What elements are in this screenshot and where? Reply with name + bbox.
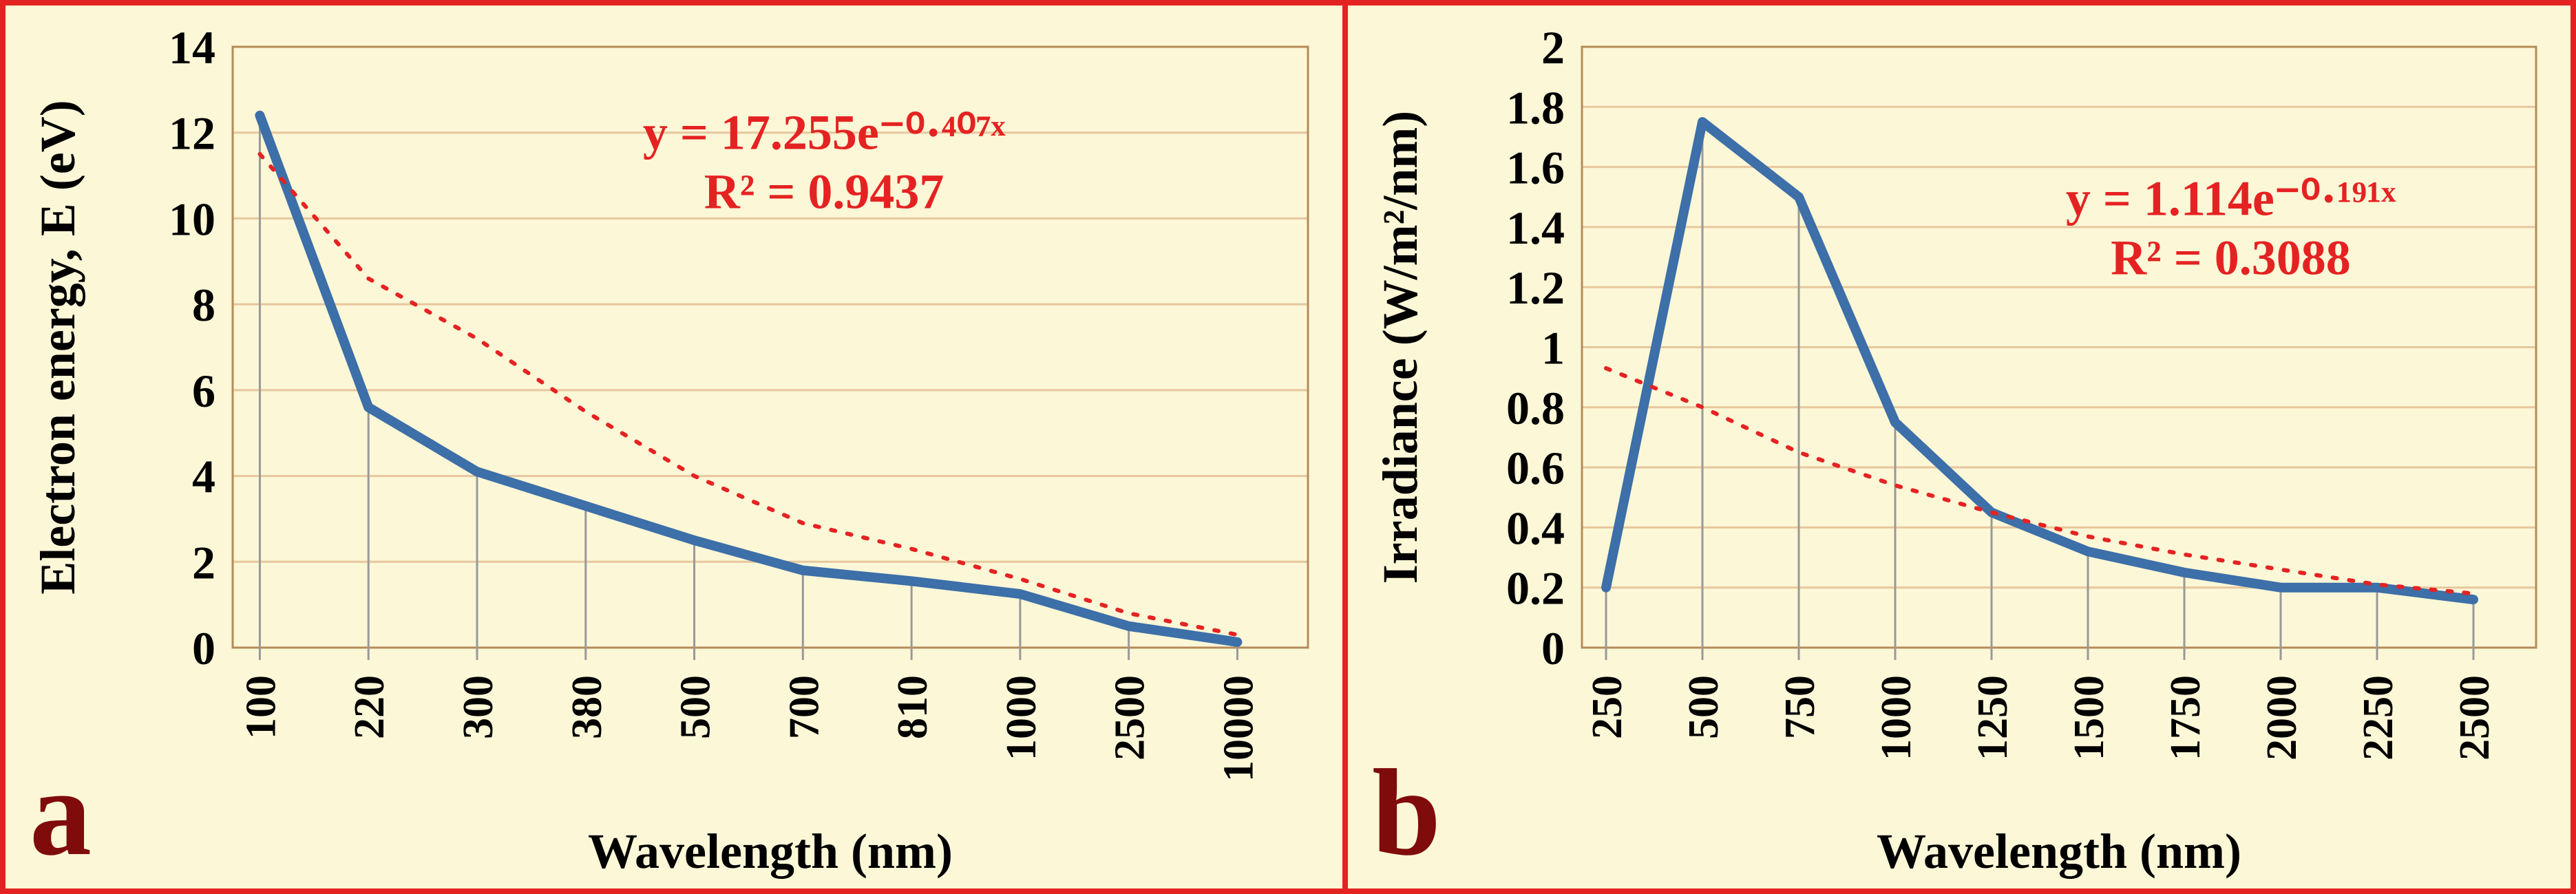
chart-panel-b: 00.20.40.60.811.21.41.61.822505007501000… — [1348, 6, 2570, 888]
y-tick-label: 0.8 — [1506, 382, 1565, 434]
x-tick-label: 100 — [237, 675, 284, 739]
panel-label-a: a — [30, 751, 92, 875]
x-tick-label: 1000 — [998, 675, 1045, 760]
equation-line1: y = 17.255e⁻⁰·⁴⁰⁷ˣ — [643, 105, 1006, 160]
y-tick-label: 4 — [192, 451, 215, 503]
x-axis-title: Wavelength (nm) — [588, 824, 953, 879]
y-tick-label: 10 — [169, 193, 215, 245]
chart-panel-a: 0246810121410022030038050070081010002500… — [6, 6, 1348, 888]
y-axis-title: Electron energy, E (eV) — [30, 100, 85, 595]
equation-line2: R² = 0.3088 — [2111, 230, 2351, 285]
y-tick-label: 1.8 — [1506, 81, 1565, 134]
y-tick-label: 0 — [192, 622, 215, 674]
x-tick-label: 2000 — [2259, 675, 2305, 760]
x-tick-label: 1250 — [1970, 675, 2016, 760]
x-tick-label: 750 — [1777, 675, 1824, 739]
x-tick-label: 380 — [564, 675, 611, 739]
x-tick-label: 500 — [1680, 675, 1727, 739]
x-tick-label: 500 — [673, 675, 719, 739]
y-tick-label: 0 — [1541, 622, 1565, 674]
x-tick-label: 1500 — [2066, 675, 2113, 760]
y-tick-label: 2 — [1541, 21, 1565, 74]
y-tick-label: 12 — [169, 107, 215, 160]
x-tick-label: 250 — [1584, 675, 1631, 739]
y-tick-label: 0.6 — [1506, 442, 1565, 494]
x-axis-title: Wavelength (nm) — [1877, 824, 2241, 879]
y-tick-label: 14 — [169, 21, 215, 74]
y-axis-title: Irradiance (W/m²/nm) — [1373, 111, 1428, 584]
x-tick-label: 1000 — [1873, 675, 1920, 760]
x-tick-label: 300 — [455, 675, 502, 739]
equation-line2: R² = 0.9437 — [704, 164, 944, 219]
panel-label-b: b — [1372, 751, 1441, 875]
y-tick-label: 1.4 — [1506, 202, 1565, 254]
y-tick-label: 2 — [192, 536, 215, 588]
x-tick-label: 220 — [346, 675, 393, 739]
trend-series — [1606, 368, 2473, 593]
y-tick-label: 0.4 — [1506, 502, 1565, 554]
x-tick-label: 1750 — [2162, 675, 2209, 760]
x-tick-label: 10000 — [1215, 675, 1262, 782]
x-tick-label: 2250 — [2355, 675, 2402, 760]
figure-container: 0246810121410022030038050070081010002500… — [0, 0, 2576, 894]
y-tick-label: 1.6 — [1506, 142, 1565, 194]
x-tick-label: 2500 — [2451, 675, 2498, 760]
y-tick-label: 6 — [192, 365, 215, 417]
x-tick-label: 2500 — [1107, 675, 1154, 760]
x-tick-label: 700 — [781, 675, 827, 739]
y-tick-label: 1 — [1541, 322, 1565, 374]
y-tick-label: 8 — [192, 279, 215, 331]
x-tick-label: 810 — [889, 675, 936, 739]
y-tick-label: 0.2 — [1506, 562, 1565, 615]
equation-line1: y = 1.114e⁻⁰·¹⁹¹ˣ — [2066, 171, 2396, 226]
y-tick-label: 1.2 — [1506, 262, 1565, 314]
